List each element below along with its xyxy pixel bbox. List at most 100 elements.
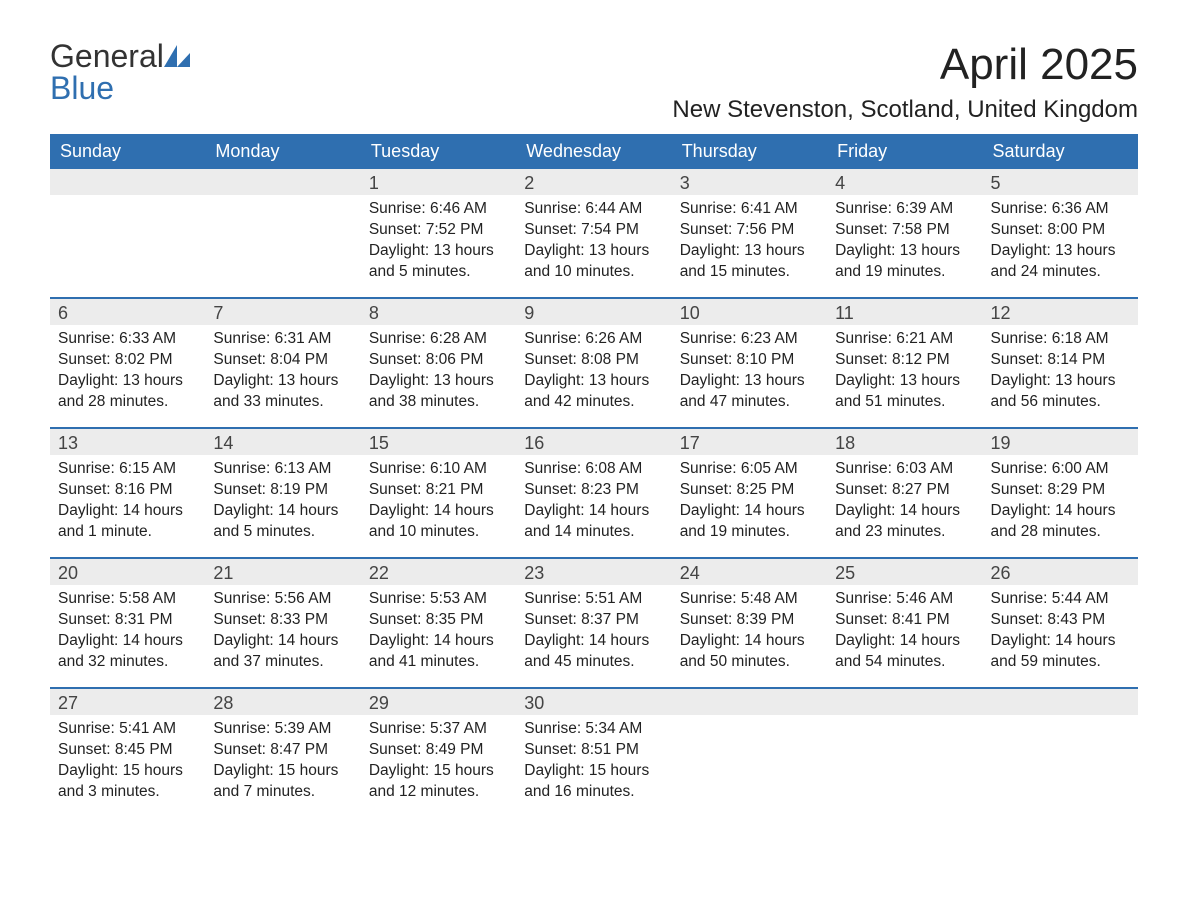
calendar-day-cell: 23Sunrise: 5:51 AMSunset: 8:37 PMDayligh… xyxy=(516,559,671,687)
weekday-header: Monday xyxy=(205,134,360,169)
day-data: Sunrise: 6:21 AMSunset: 8:12 PMDaylight:… xyxy=(827,325,982,423)
sunrise-line: Sunrise: 6:10 AM xyxy=(369,459,508,480)
calendar-day-cell: 30Sunrise: 5:34 AMSunset: 8:51 PMDayligh… xyxy=(516,689,671,817)
sunrise-line: Sunrise: 5:44 AM xyxy=(991,589,1130,610)
day-data: Sunrise: 6:26 AMSunset: 8:08 PMDaylight:… xyxy=(516,325,671,423)
day-data: Sunrise: 5:53 AMSunset: 8:35 PMDaylight:… xyxy=(361,585,516,683)
sunrise-line: Sunrise: 5:48 AM xyxy=(680,589,819,610)
sunset-line: Sunset: 8:08 PM xyxy=(524,350,663,371)
day-number: 6 xyxy=(50,299,205,325)
sunset-line: Sunset: 8:41 PM xyxy=(835,610,974,631)
day-data: Sunrise: 6:00 AMSunset: 8:29 PMDaylight:… xyxy=(983,455,1138,553)
calendar-day-cell: 28Sunrise: 5:39 AMSunset: 8:47 PMDayligh… xyxy=(205,689,360,817)
day-number: 15 xyxy=(361,429,516,455)
sunrise-line: Sunrise: 6:05 AM xyxy=(680,459,819,480)
day-data: Sunrise: 6:23 AMSunset: 8:10 PMDaylight:… xyxy=(672,325,827,423)
calendar-day-cell: 26 Sunrise: 5:44 AMSunset: 8:43 PMDayligh… xyxy=(983,559,1138,687)
day-number: 14 xyxy=(205,429,360,455)
sunset-line: Sunset: 8:06 PM xyxy=(369,350,508,371)
daylight-line: Daylight: 15 hours and 12 minutes. xyxy=(369,761,508,803)
day-data: Sunrise: 5:34 AMSunset: 8:51 PMDaylight:… xyxy=(516,715,671,813)
sunrise-line: Sunrise: 6:31 AM xyxy=(213,329,352,350)
daylight-line: Daylight: 14 hours and 23 minutes. xyxy=(835,501,974,543)
day-number: 23 xyxy=(516,559,671,585)
day-data: Sunrise: 5:58 AMSunset: 8:31 PMDaylight:… xyxy=(50,585,205,683)
calendar-day-cell: 21Sunrise: 5:56 AMSunset: 8:33 PMDayligh… xyxy=(205,559,360,687)
sunset-line: Sunset: 8:27 PM xyxy=(835,480,974,501)
sunset-line: Sunset: 8:45 PM xyxy=(58,740,197,761)
sunset-line: Sunset: 7:58 PM xyxy=(835,220,974,241)
calendar-day-cell: 20Sunrise: 5:58 AMSunset: 8:31 PMDayligh… xyxy=(50,559,205,687)
weekday-header: Sunday xyxy=(50,134,205,169)
sunrise-line: Sunrise: 5:41 AM xyxy=(58,719,197,740)
calendar-day-cell: 2Sunrise: 6:44 AMSunset: 7:54 PMDaylight… xyxy=(516,169,671,297)
sunset-line: Sunset: 8:49 PM xyxy=(369,740,508,761)
day-number: 29 xyxy=(361,689,516,715)
calendar-day-cell: 12Sunrise: 6:18 AMSunset: 8:14 PMDayligh… xyxy=(983,299,1138,427)
day-number: 19 xyxy=(983,429,1138,455)
day-data: Sunrise: 5:46 AMSunset: 8:41 PMDaylight:… xyxy=(827,585,982,683)
location-subtitle: New Stevenston, Scotland, United Kingdom xyxy=(672,96,1138,124)
day-number: 18 xyxy=(827,429,982,455)
sunrise-line: Sunrise: 6:03 AM xyxy=(835,459,974,480)
day-data: Sunrise: 5:56 AMSunset: 8:33 PMDaylight:… xyxy=(205,585,360,683)
day-data: Sunrise: 6:39 AMSunset: 7:58 PMDaylight:… xyxy=(827,195,982,293)
sunset-line: Sunset: 8:51 PM xyxy=(524,740,663,761)
daylight-line: Daylight: 15 hours and 7 minutes. xyxy=(213,761,352,803)
sunset-line: Sunset: 8:29 PM xyxy=(991,480,1130,501)
calendar-day-cell: 7Sunrise: 6:31 AMSunset: 8:04 PMDaylight… xyxy=(205,299,360,427)
daylight-line: Daylight: 13 hours and 5 minutes. xyxy=(369,241,508,283)
sunrise-line: Sunrise: 6:41 AM xyxy=(680,199,819,220)
day-number: 5 xyxy=(983,169,1138,195)
weekday-header: Tuesday xyxy=(361,134,516,169)
calendar-day-cell: 13Sunrise: 6:15 AMSunset: 8:16 PMDayligh… xyxy=(50,429,205,557)
daylight-line: Daylight: 14 hours and 5 minutes. xyxy=(213,501,352,543)
day-number: 24 xyxy=(672,559,827,585)
weekday-header: Thursday xyxy=(672,134,827,169)
sunset-line: Sunset: 8:00 PM xyxy=(991,220,1130,241)
daylight-line: Daylight: 13 hours and 15 minutes. xyxy=(680,241,819,283)
sunset-line: Sunset: 8:43 PM xyxy=(991,610,1130,631)
daylight-line: Daylight: 14 hours and 54 minutes. xyxy=(835,631,974,673)
daylight-line: Daylight: 14 hours and 59 minutes. xyxy=(991,631,1130,673)
day-number: 26 xyxy=(983,559,1138,585)
day-number: 17 xyxy=(672,429,827,455)
daylight-line: Daylight: 13 hours and 24 minutes. xyxy=(991,241,1130,283)
sunrise-line: Sunrise: 5:34 AM xyxy=(524,719,663,740)
calendar-day-cell: 25Sunrise: 5:46 AMSunset: 8:41 PMDayligh… xyxy=(827,559,982,687)
calendar-day-cell: 29Sunrise: 5:37 AMSunset: 8:49 PMDayligh… xyxy=(361,689,516,817)
calendar-week-row: 20Sunrise: 5:58 AMSunset: 8:31 PMDayligh… xyxy=(50,557,1138,687)
calendar-day-cell: 27Sunrise: 5:41 AMSunset: 8:45 PMDayligh… xyxy=(50,689,205,817)
sunrise-line: Sunrise: 5:56 AM xyxy=(213,589,352,610)
daylight-line: Daylight: 15 hours and 16 minutes. xyxy=(524,761,663,803)
calendar-day-cell: 4Sunrise: 6:39 AMSunset: 7:58 PMDaylight… xyxy=(827,169,982,297)
calendar-day-cell: 3Sunrise: 6:41 AMSunset: 7:56 PMDaylight… xyxy=(672,169,827,297)
sunrise-line: Sunrise: 6:15 AM xyxy=(58,459,197,480)
calendar-week-row: 27Sunrise: 5:41 AMSunset: 8:45 PMDayligh… xyxy=(50,687,1138,817)
day-number: 16 xyxy=(516,429,671,455)
logo: General Blue xyxy=(50,40,190,104)
sunset-line: Sunset: 8:12 PM xyxy=(835,350,974,371)
day-number: 3 xyxy=(672,169,827,195)
sunset-line: Sunset: 8:19 PM xyxy=(213,480,352,501)
sunset-line: Sunset: 7:54 PM xyxy=(524,220,663,241)
calendar-week-row: 1Sunrise: 6:46 AMSunset: 7:52 PMDaylight… xyxy=(50,169,1138,297)
daylight-line: Daylight: 14 hours and 45 minutes. xyxy=(524,631,663,673)
day-data: Sunrise: 6:41 AMSunset: 7:56 PMDaylight:… xyxy=(672,195,827,293)
daylight-line: Daylight: 14 hours and 41 minutes. xyxy=(369,631,508,673)
sunrise-line: Sunrise: 6:00 AM xyxy=(991,459,1130,480)
day-number: 21 xyxy=(205,559,360,585)
day-data: Sunrise: 5:37 AMSunset: 8:49 PMDaylight:… xyxy=(361,715,516,813)
day-number xyxy=(50,169,205,195)
sunrise-line: Sunrise: 6:13 AM xyxy=(213,459,352,480)
sunrise-line: Sunrise: 6:33 AM xyxy=(58,329,197,350)
daylight-line: Daylight: 13 hours and 56 minutes. xyxy=(991,371,1130,413)
daylight-line: Daylight: 13 hours and 42 minutes. xyxy=(524,371,663,413)
day-number: 9 xyxy=(516,299,671,325)
sunset-line: Sunset: 7:52 PM xyxy=(369,220,508,241)
sunset-line: Sunset: 8:47 PM xyxy=(213,740,352,761)
sunrise-line: Sunrise: 5:51 AM xyxy=(524,589,663,610)
sunset-line: Sunset: 8:39 PM xyxy=(680,610,819,631)
sunrise-line: Sunrise: 5:46 AM xyxy=(835,589,974,610)
calendar-day-cell xyxy=(827,689,982,817)
